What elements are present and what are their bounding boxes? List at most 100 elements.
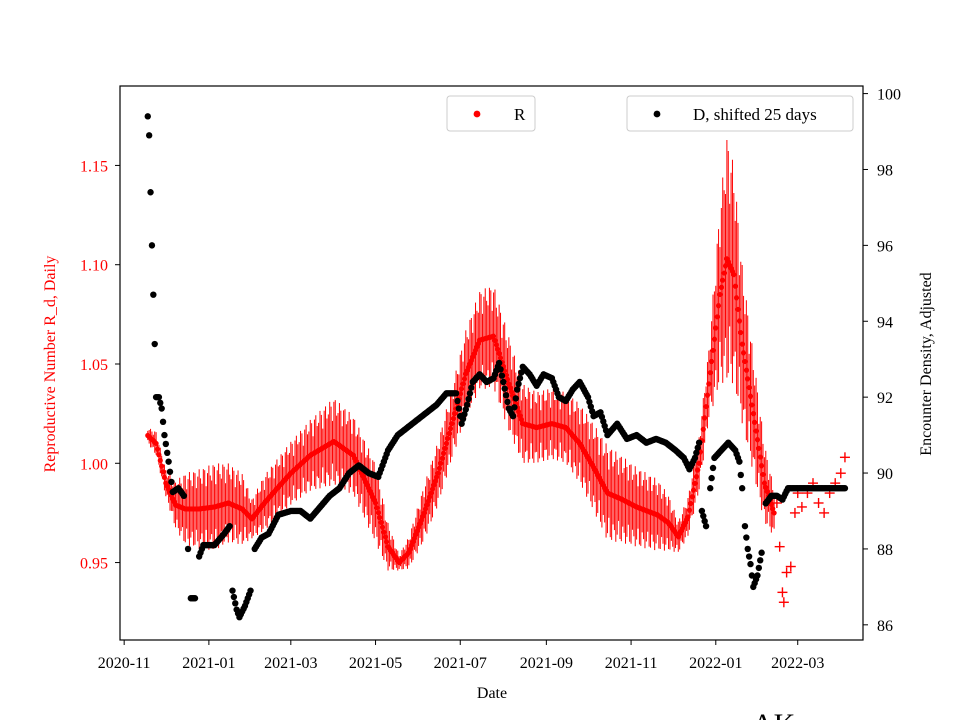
r-point bbox=[736, 318, 742, 324]
d-point bbox=[466, 390, 474, 397]
d-point bbox=[702, 522, 710, 530]
r-point bbox=[739, 341, 745, 347]
d-point bbox=[511, 404, 518, 411]
r-point bbox=[738, 329, 744, 336]
r-plus-marker bbox=[819, 507, 830, 518]
d-point bbox=[468, 384, 475, 391]
y-right-tick-label: 94 bbox=[877, 314, 893, 331]
r-plus-marker bbox=[778, 597, 789, 608]
r-plus-marker bbox=[785, 561, 796, 572]
y-right-tick-label: 96 bbox=[877, 238, 893, 255]
legend-d-box bbox=[626, 95, 854, 132]
r-plus-marker bbox=[789, 507, 800, 518]
x-tick-label: 2021-09 bbox=[520, 655, 573, 672]
x-tick-label: 2021-07 bbox=[434, 655, 487, 672]
r-point bbox=[720, 277, 726, 283]
r-point bbox=[695, 467, 701, 473]
r-point bbox=[743, 367, 749, 373]
y-right-tick-label: 98 bbox=[877, 162, 893, 179]
r-point bbox=[732, 283, 738, 289]
plot-area bbox=[144, 113, 850, 621]
r-point bbox=[715, 303, 722, 309]
r-point bbox=[750, 411, 756, 417]
legend-r: R bbox=[446, 95, 536, 132]
d-point bbox=[737, 471, 744, 479]
r-point bbox=[702, 415, 708, 421]
x-axis: 2020-11 2021-01 2021-03 2021-05 2021-07 2021-… bbox=[98, 640, 824, 672]
d-point bbox=[168, 478, 175, 486]
y-axis-right-title: Encounter Density, Adjusted bbox=[918, 272, 935, 455]
y-right-tick-label: 92 bbox=[877, 390, 893, 407]
d-point bbox=[229, 587, 236, 594]
d-point bbox=[709, 464, 717, 472]
d-point bbox=[184, 545, 192, 553]
y-axis-right: 86 88 90 92 94 96 98 100 bbox=[863, 87, 901, 635]
d-point bbox=[166, 468, 174, 475]
d-point bbox=[755, 564, 763, 572]
r-plus-marker bbox=[781, 567, 792, 578]
r-point bbox=[440, 450, 447, 456]
r-point bbox=[747, 393, 754, 399]
r-point bbox=[742, 358, 748, 365]
r-point bbox=[713, 325, 719, 331]
y-right-tick-label: 86 bbox=[877, 618, 893, 635]
r-point bbox=[685, 514, 691, 520]
axes-frame bbox=[119, 85, 864, 641]
r-point bbox=[492, 337, 498, 344]
r-point bbox=[452, 411, 458, 417]
d-point bbox=[451, 390, 458, 397]
r-point bbox=[449, 420, 455, 427]
r-point bbox=[439, 455, 445, 461]
r-point bbox=[746, 384, 752, 391]
d-point bbox=[230, 593, 238, 601]
r-point bbox=[689, 494, 695, 500]
d-point bbox=[747, 560, 754, 568]
y-right-tick-label: 90 bbox=[877, 466, 893, 483]
d-point bbox=[738, 485, 746, 492]
d-point bbox=[145, 132, 153, 139]
d-point bbox=[508, 410, 515, 417]
r-point bbox=[509, 389, 515, 395]
r-point bbox=[688, 500, 694, 507]
r-point bbox=[434, 474, 440, 480]
r-point bbox=[734, 295, 740, 301]
y-left-tick-label: 1.00 bbox=[80, 456, 108, 473]
r-point bbox=[379, 524, 386, 530]
r-point bbox=[759, 463, 765, 469]
x-tick-label: 2021-05 bbox=[349, 655, 402, 672]
y-right-tick-label: 88 bbox=[877, 542, 893, 559]
d-point bbox=[159, 418, 167, 426]
d-point bbox=[150, 291, 157, 298]
d-point bbox=[190, 595, 197, 602]
r-point bbox=[496, 350, 502, 357]
r-point bbox=[446, 430, 452, 437]
r-point bbox=[159, 463, 165, 469]
r-point bbox=[731, 272, 737, 278]
r-point bbox=[764, 489, 770, 495]
d-point bbox=[741, 522, 749, 530]
d-point bbox=[158, 405, 165, 412]
r-point bbox=[157, 457, 163, 464]
r-point bbox=[442, 445, 448, 451]
r-point bbox=[718, 284, 724, 290]
r-point bbox=[749, 402, 755, 408]
r-point bbox=[696, 460, 702, 466]
r-point bbox=[381, 529, 387, 535]
d-point bbox=[583, 391, 590, 398]
legend-r-box bbox=[446, 95, 536, 132]
r-point bbox=[735, 306, 741, 312]
d-point bbox=[225, 524, 232, 532]
r-point bbox=[761, 480, 767, 486]
r-point bbox=[763, 484, 769, 490]
d-point bbox=[840, 485, 847, 492]
r-point bbox=[429, 486, 436, 492]
r-point bbox=[706, 381, 712, 387]
y-right-tick-label: 100 bbox=[877, 87, 901, 104]
r-point bbox=[753, 428, 759, 434]
r-point bbox=[382, 534, 388, 540]
d-point bbox=[513, 386, 521, 393]
x-tick-label: 2020-11 bbox=[98, 655, 151, 672]
r-point bbox=[771, 510, 777, 516]
r-point bbox=[507, 385, 513, 391]
